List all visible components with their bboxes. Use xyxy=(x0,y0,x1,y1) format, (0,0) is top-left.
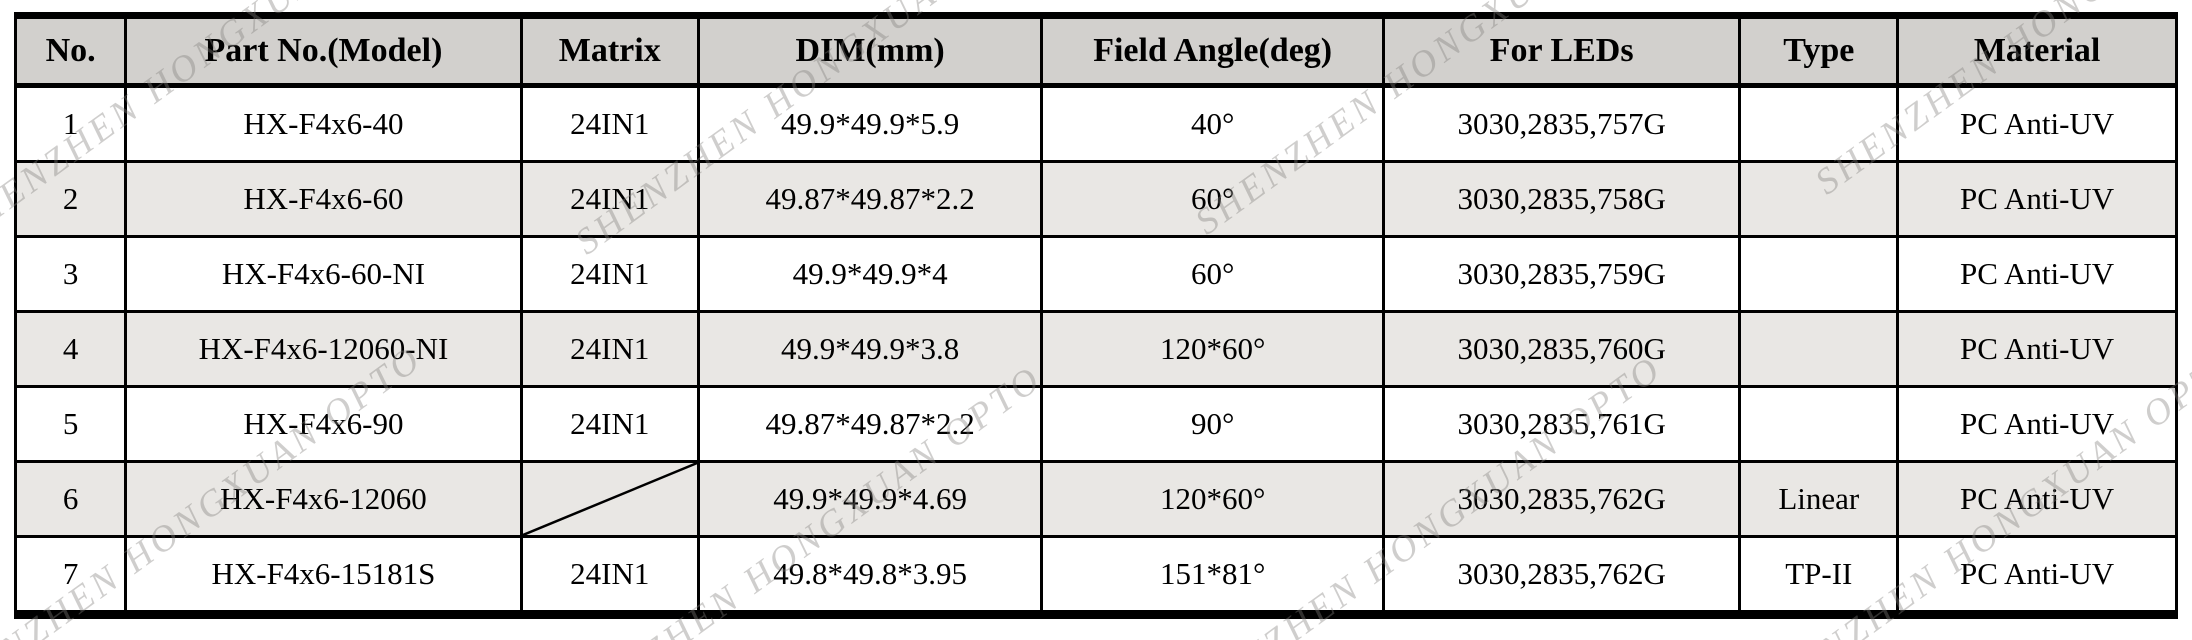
diagonal-slash-icon xyxy=(522,463,697,535)
cell-for-leds: 3030,2835,758G xyxy=(1381,160,1742,238)
table-row: 1 HX-F4x6-40 24IN1 49.9*49.9*5.9 40° 303… xyxy=(13,84,2178,163)
cell-field-angle: 40° xyxy=(1040,84,1385,163)
table-row: 7 HX-F4x6-15181S 24IN1 49.8*49.8*3.95 15… xyxy=(13,535,2178,616)
led-lens-spec-table: No. Part No.(Model) Matrix DIM(mm) Field… xyxy=(13,12,2178,619)
cell-no: 6 xyxy=(13,460,128,538)
cell-matrix: 24IN1 xyxy=(519,310,700,388)
cell-for-leds: 3030,2835,762G xyxy=(1381,535,1742,616)
cell-field-angle: 151*81° xyxy=(1040,535,1385,616)
column-header-for-leds: For LEDs xyxy=(1381,14,1742,88)
cell-for-leds: 3030,2835,760G xyxy=(1381,310,1742,388)
cell-for-leds: 3030,2835,759G xyxy=(1381,235,1742,313)
cell-part-no: HX-F4x6-15181S xyxy=(124,535,523,616)
cell-no: 3 xyxy=(13,235,128,313)
cell-type xyxy=(1738,160,1900,238)
cell-dim: 49.87*49.87*2.2 xyxy=(696,385,1044,463)
cell-field-angle: 120*60° xyxy=(1040,460,1385,538)
cell-matrix: 24IN1 xyxy=(519,385,700,463)
cell-material: PC Anti-UV xyxy=(1896,84,2178,163)
cell-material: PC Anti-UV xyxy=(1896,460,2178,538)
cell-part-no: HX-F4x6-12060-NI xyxy=(124,310,523,388)
cell-type xyxy=(1738,310,1900,388)
cell-type xyxy=(1738,84,1900,163)
cell-part-no: HX-F4x6-90 xyxy=(124,385,523,463)
table-row: 3 HX-F4x6-60-NI 24IN1 49.9*49.9*4 60° 30… xyxy=(13,235,2178,313)
cell-for-leds: 3030,2835,762G xyxy=(1381,460,1742,538)
cell-matrix: 24IN1 xyxy=(519,235,700,313)
cell-no: 2 xyxy=(13,160,128,238)
cell-field-angle: 120*60° xyxy=(1040,310,1385,388)
cell-field-angle: 60° xyxy=(1040,160,1385,238)
cell-dim: 49.8*49.8*3.95 xyxy=(696,535,1044,616)
cell-field-angle: 60° xyxy=(1040,235,1385,313)
cell-material: PC Anti-UV xyxy=(1896,385,2178,463)
cell-no: 5 xyxy=(13,385,128,463)
cell-part-no: HX-F4x6-12060 xyxy=(124,460,523,538)
column-header-part-no: Part No.(Model) xyxy=(124,14,523,88)
cell-dim: 49.9*49.9*3.8 xyxy=(696,310,1044,388)
cell-part-no: HX-F4x6-60 xyxy=(124,160,523,238)
cell-type: TP-II xyxy=(1738,535,1900,616)
cell-part-no: HX-F4x6-40 xyxy=(124,84,523,163)
column-header-field-angle: Field Angle(deg) xyxy=(1040,14,1385,88)
cell-dim: 49.9*49.9*5.9 xyxy=(696,84,1044,163)
cell-material: PC Anti-UV xyxy=(1896,235,2178,313)
column-header-dim: DIM(mm) xyxy=(696,14,1044,88)
cell-matrix: 24IN1 xyxy=(519,160,700,238)
header-row: No. Part No.(Model) Matrix DIM(mm) Field… xyxy=(13,14,2178,88)
cell-material: PC Anti-UV xyxy=(1896,535,2178,616)
cell-for-leds: 3030,2835,757G xyxy=(1381,84,1742,163)
cell-dim: 49.9*49.9*4.69 xyxy=(696,460,1044,538)
cell-dim: 49.87*49.87*2.2 xyxy=(696,160,1044,238)
cell-type: Linear xyxy=(1738,460,1900,538)
cell-no: 1 xyxy=(13,84,128,163)
cell-dim: 49.9*49.9*4 xyxy=(696,235,1044,313)
table-row: 6 HX-F4x6-12060 49.9*49.9*4.69 120*60° 3… xyxy=(13,460,2178,538)
cell-matrix: 24IN1 xyxy=(519,84,700,163)
column-header-no: No. xyxy=(13,14,128,88)
cell-material: PC Anti-UV xyxy=(1896,160,2178,238)
cell-material: PC Anti-UV xyxy=(1896,310,2178,388)
column-header-material: Material xyxy=(1896,14,2178,88)
cell-no: 4 xyxy=(13,310,128,388)
cell-part-no: HX-F4x6-60-NI xyxy=(124,235,523,313)
table-row: 4 HX-F4x6-12060-NI 24IN1 49.9*49.9*3.8 1… xyxy=(13,310,2178,388)
table-row: 2 HX-F4x6-60 24IN1 49.87*49.87*2.2 60° 3… xyxy=(13,160,2178,238)
cell-matrix: 24IN1 xyxy=(519,535,700,616)
cell-for-leds: 3030,2835,761G xyxy=(1381,385,1742,463)
cell-type xyxy=(1738,385,1900,463)
cell-field-angle: 90° xyxy=(1040,385,1385,463)
cell-no: 7 xyxy=(13,535,128,616)
table-row: 5 HX-F4x6-90 24IN1 49.87*49.87*2.2 90° 3… xyxy=(13,385,2178,463)
cell-type xyxy=(1738,235,1900,313)
column-header-type: Type xyxy=(1738,14,1900,88)
cell-matrix-empty xyxy=(519,460,700,538)
column-header-matrix: Matrix xyxy=(519,14,700,88)
